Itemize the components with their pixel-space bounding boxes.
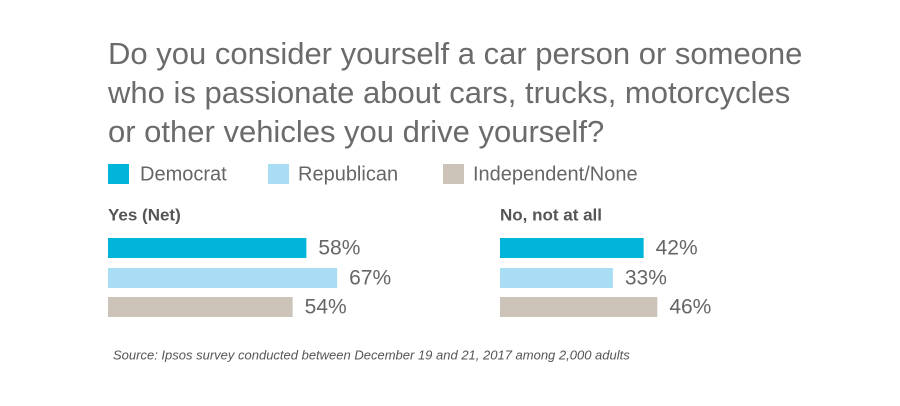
value-label: 58% <box>318 237 360 260</box>
chart-title: Do you consider yourself a car person or… <box>108 36 803 149</box>
bar <box>108 297 293 317</box>
panel-label: Yes (Net) <box>108 205 181 224</box>
legend-swatch <box>108 164 129 184</box>
bar <box>108 268 338 288</box>
legend-label: Republican <box>298 163 398 185</box>
source-note: Source: Ipsos survey conducted between D… <box>113 347 630 362</box>
bar <box>500 297 658 317</box>
legend-label: Democrat <box>140 163 227 185</box>
legend-swatch <box>268 164 289 184</box>
legend-label: Independent/None <box>473 163 638 185</box>
value-label: 67% <box>349 267 391 290</box>
bar <box>500 268 613 288</box>
bar <box>108 238 307 258</box>
value-label: 46% <box>669 296 711 319</box>
legend-swatch <box>443 164 464 184</box>
value-label: 54% <box>305 296 347 319</box>
value-label: 33% <box>625 267 667 290</box>
bar <box>500 238 644 258</box>
value-label: 42% <box>656 237 698 260</box>
panel-label: No, not at all <box>500 205 602 224</box>
